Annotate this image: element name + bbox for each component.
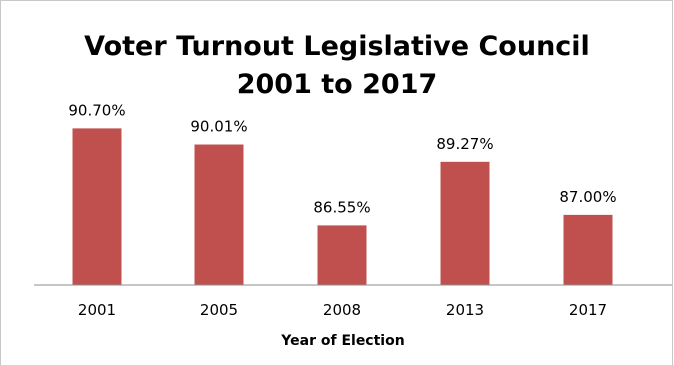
data-labels-group: 90.70% 90.01% 86.55% 89.27% 87.00% (68, 101, 616, 216)
bar-2008 (317, 225, 367, 285)
data-label-2013: 89.27% (436, 135, 493, 153)
x-tick-label-2008: 2008 (323, 301, 361, 319)
bar-2005 (194, 144, 244, 285)
x-tick-label-2013: 2013 (446, 301, 484, 319)
bar-2001 (72, 128, 122, 285)
bars-group (72, 128, 613, 285)
x-tick-label-2001: 2001 (78, 301, 116, 319)
data-label-2017: 87.00% (559, 188, 616, 206)
chart-title-line-2: 2001 to 2017 (236, 69, 438, 100)
frame-border-top (0, 0, 673, 1)
chart-title: Voter Turnout Legislative Council 2001 t… (0, 28, 674, 104)
data-label-2001: 90.70% (68, 101, 125, 119)
frame-border-left (0, 0, 1, 365)
chart-title-line-1: Voter Turnout Legislative Council (84, 31, 590, 62)
frame-border-right (672, 0, 673, 365)
data-label-2005: 90.01% (190, 118, 247, 136)
x-tick-label-2005: 2005 (200, 301, 238, 319)
bar-2013 (440, 161, 490, 285)
x-tick-labels-group: 2001 2005 2008 2013 2017 (78, 301, 607, 319)
x-tick-label-2017: 2017 (569, 301, 607, 319)
x-axis-label: Year of Election (280, 333, 404, 349)
data-label-2008: 86.55% (313, 198, 370, 216)
bar-2017 (563, 214, 613, 285)
